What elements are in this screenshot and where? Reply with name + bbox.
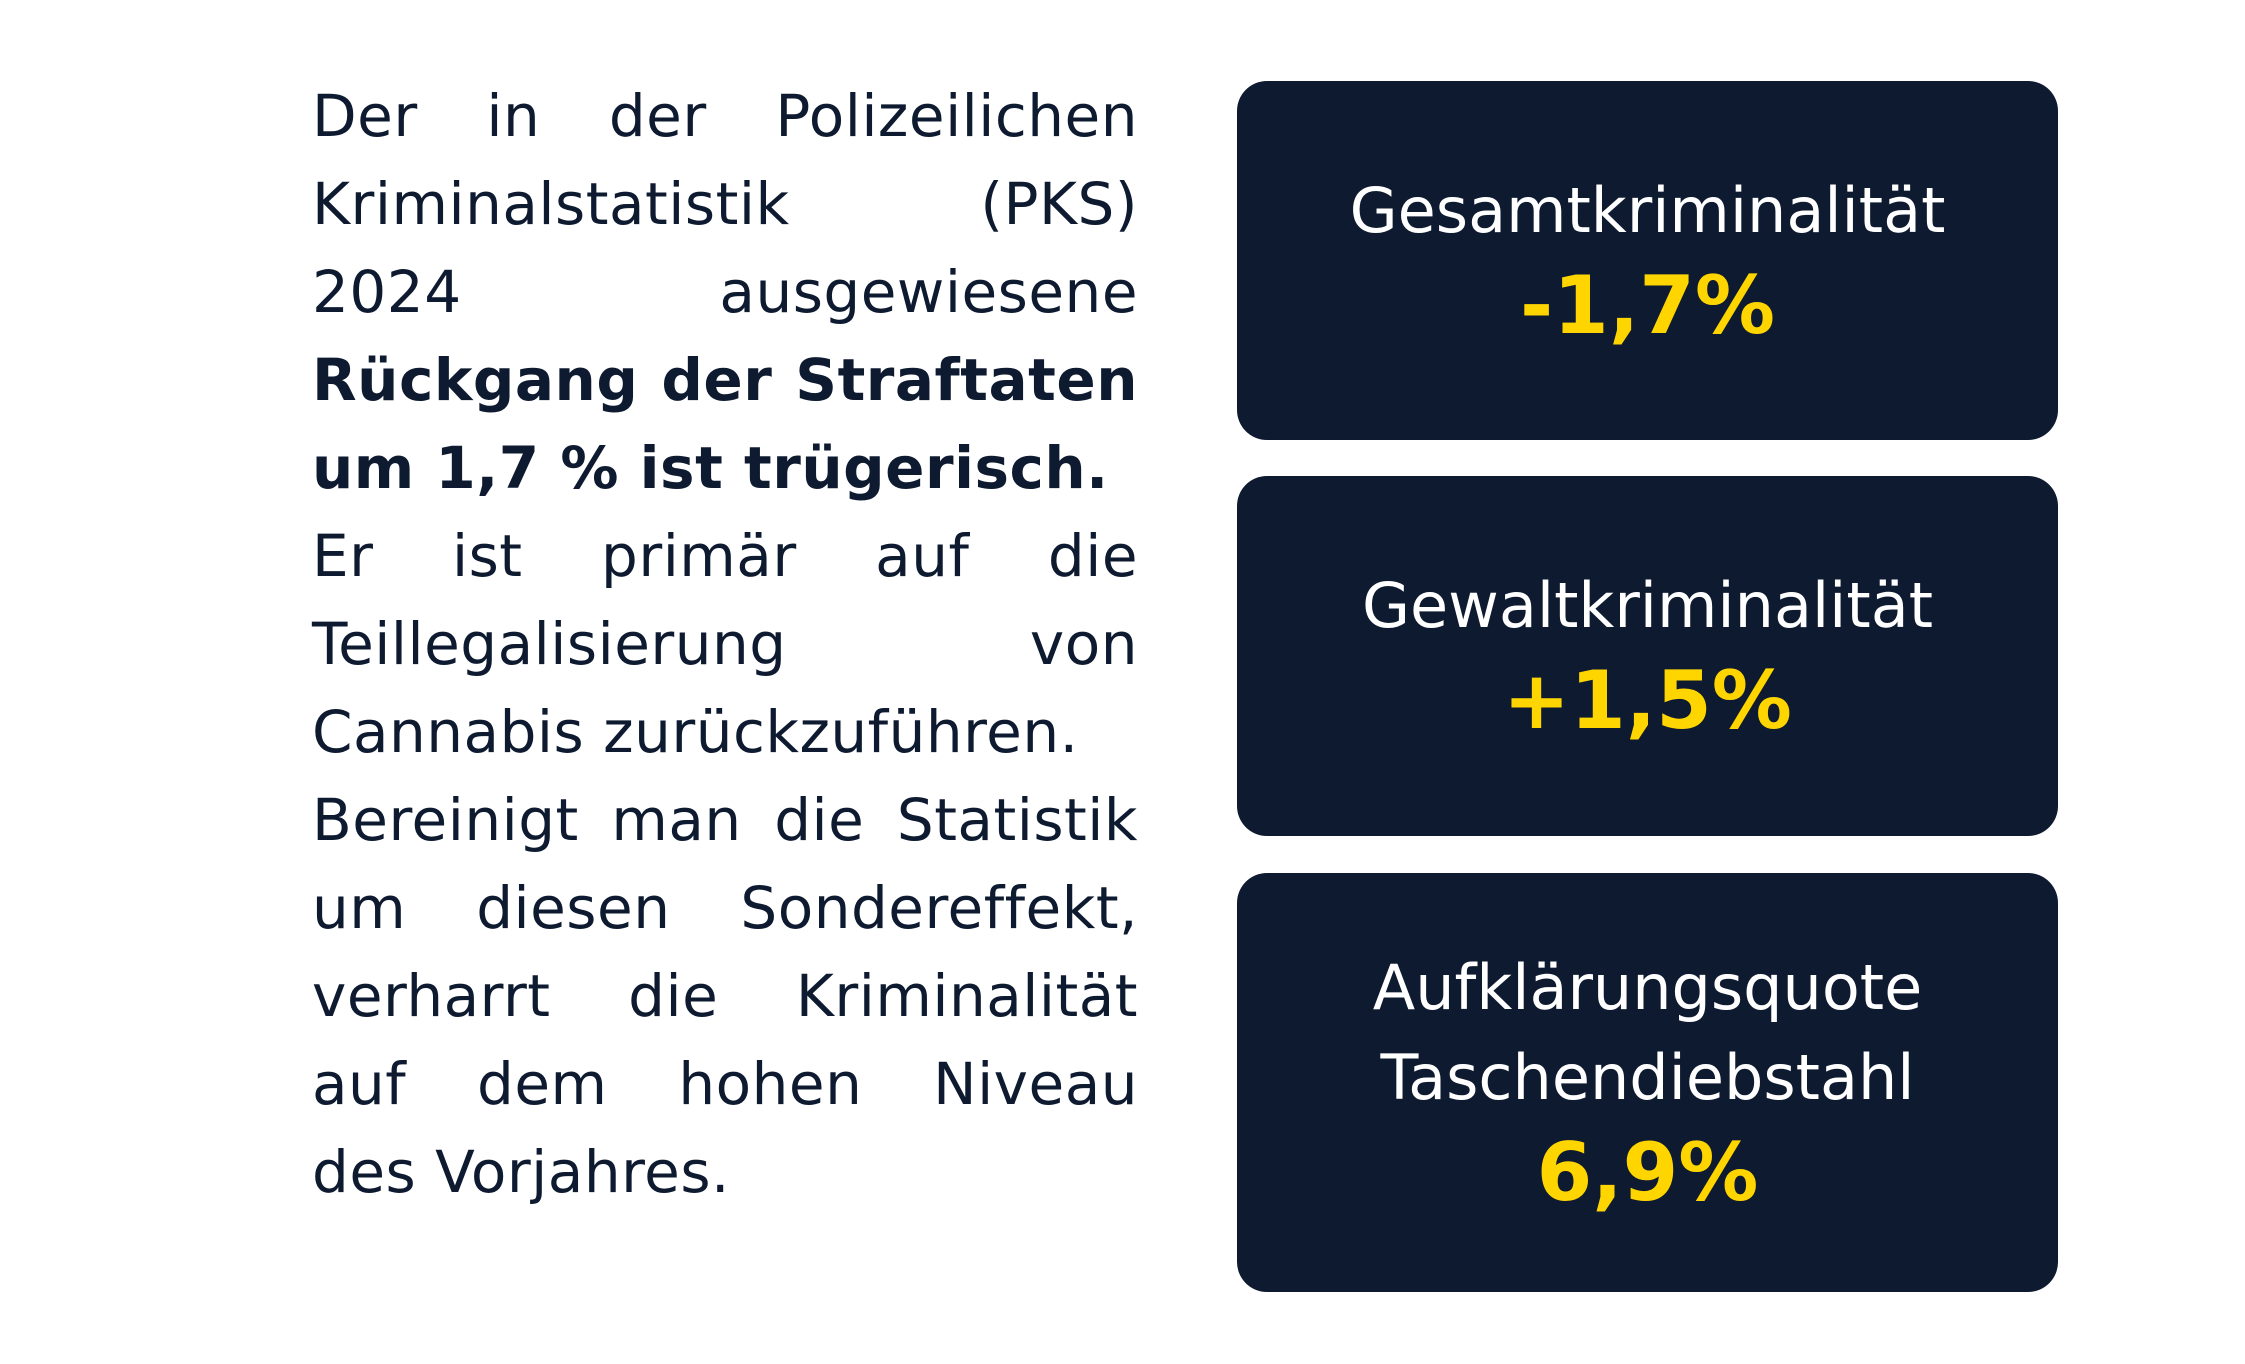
text-line: um diesen Sondereffekt, <box>312 874 1138 942</box>
stat-value: -1,7% <box>1519 258 1776 352</box>
stat-card-gesamtkriminalitaet: Gesamtkriminalität -1,7% <box>1237 81 2058 440</box>
text-line: des Vorjahres. <box>312 1138 730 1206</box>
text-line: Cannabis zurückzuführen. <box>312 698 1079 766</box>
text-line: 2024 ausgewiesene <box>312 258 1138 326</box>
text-line: Er ist primär auf die <box>312 522 1138 590</box>
text-line: Der in der Polizeilichen <box>312 82 1138 150</box>
text-line-bold: Rückgang der Straftaten <box>312 346 1138 414</box>
stat-title: Gewaltkriminalität <box>1361 569 1934 642</box>
stat-value: +1,5% <box>1503 654 1792 747</box>
text-line: auf dem hohen Niveau <box>312 1050 1138 1118</box>
text-line: verharrt die Kriminalität <box>312 962 1138 1030</box>
stat-card-gewaltkriminalitaet: Gewaltkriminalität +1,5% <box>1237 476 2058 836</box>
stat-value: 6,9% <box>1536 1125 1759 1219</box>
text-line-bold: um 1,7 % ist trügerisch. <box>312 434 1109 502</box>
stat-title: Gesamtkriminalität <box>1349 173 1946 247</box>
text-line: Teillegalisierung von <box>312 610 1138 678</box>
stat-card-aufklaerungsquote: Aufklärungsquote Taschendiebstahl 6,9% <box>1237 873 2058 1292</box>
stat-title: Aufklärungsquote <box>1372 950 1923 1024</box>
body-paragraph: Der in der Polizeilichen Kriminalstatist… <box>312 72 1138 1216</box>
text-line: Kriminalstatistik (PKS) <box>312 170 1138 238</box>
text-line: Bereinigt man die Statistik <box>312 786 1138 854</box>
stat-title: Taschendiebstahl <box>1380 1040 1915 1114</box>
